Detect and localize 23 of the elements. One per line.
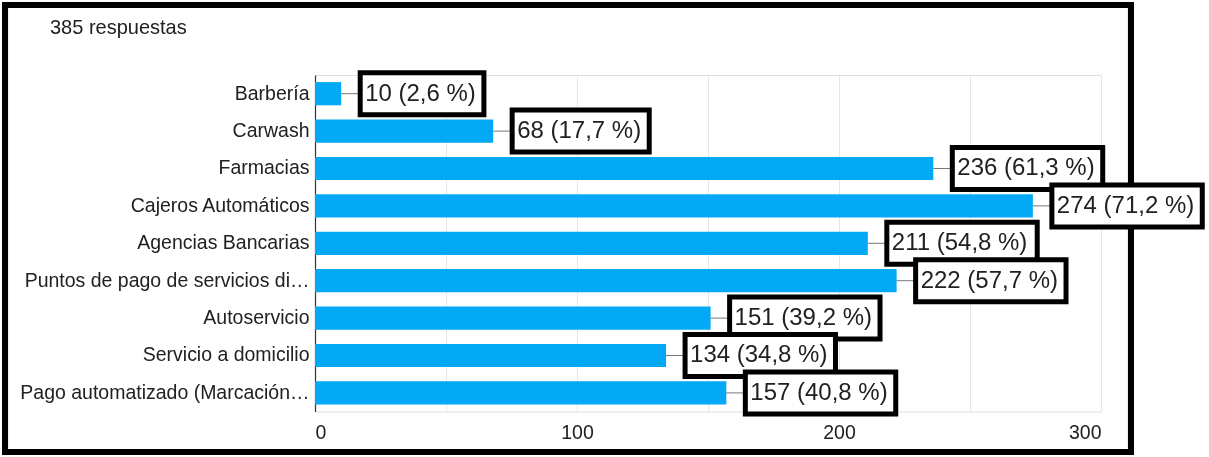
data-label: 211 (54,8 %): [891, 228, 1028, 256]
data-label: 157 (40,8 %): [750, 377, 888, 405]
y-tick-label: Cajeros Automáticos: [130, 193, 310, 216]
y-tick-label: Pago automatizado (Marcación…: [20, 380, 310, 403]
y-tick-label: Servicio a domicilio: [142, 343, 310, 366]
x-tick-label: 300: [1068, 421, 1102, 444]
y-tick-label: Puntos de pago de servicios di…: [24, 268, 310, 291]
y-tick-label: Carwash: [232, 119, 310, 142]
x-tick-label: 100: [561, 421, 594, 444]
data-label: 222 (57,7 %): [920, 265, 1058, 293]
y-tick-label: Agencias Bancarias: [137, 231, 310, 254]
text: 385 respuestas: [50, 16, 187, 38]
data-label: 134 (34,8 %): [690, 340, 828, 368]
y-tick-label: Farmacias: [218, 156, 310, 179]
data-label: 274 (71,2 %): [1056, 190, 1195, 218]
data-label: 151 (39,2 %): [734, 303, 872, 331]
x-tick-label: 200: [823, 421, 856, 444]
data-label: 10 (2,6 %): [365, 78, 476, 106]
x-tick-label: 0: [315, 421, 327, 444]
y-tick-label: Barbería: [234, 81, 310, 104]
y-tick-label: Autoservicio: [203, 306, 310, 329]
data-label: 236 (61,3 %): [957, 153, 1095, 181]
data-label: 68 (17,7 %): [517, 116, 642, 144]
